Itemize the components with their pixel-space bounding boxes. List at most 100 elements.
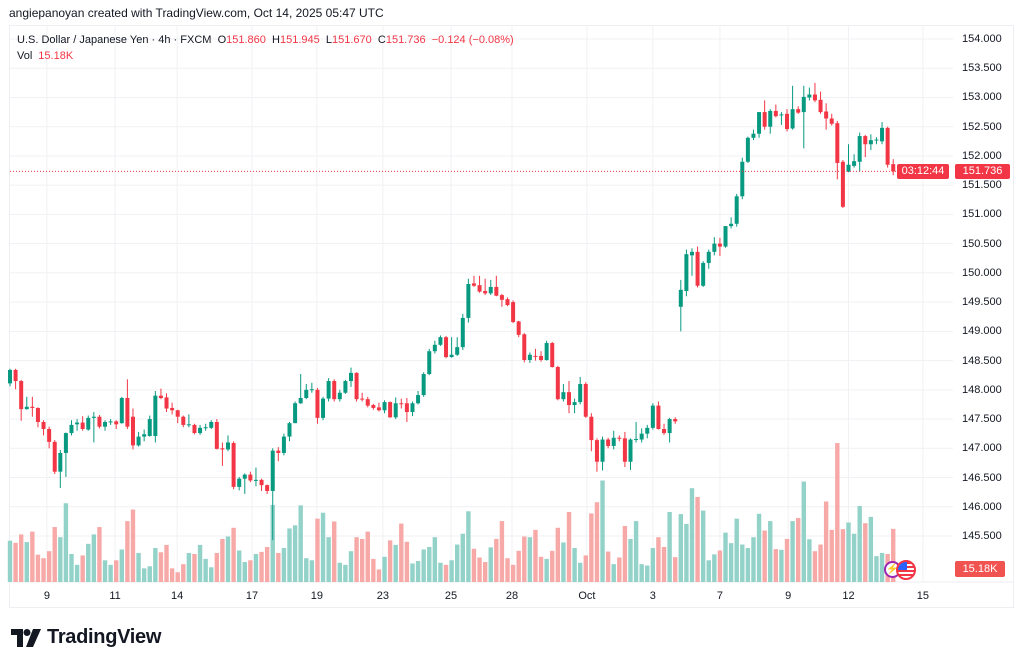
candle [829,113,834,126]
candle-body [477,285,482,292]
candle [97,414,102,429]
candle [41,420,46,436]
candle [494,275,499,297]
candle-body [717,243,722,247]
volume-bar [158,552,164,582]
candle [835,120,840,180]
volume-bar [309,560,315,582]
volume-bar [751,537,756,582]
volume-bar [393,544,398,582]
candle-body [740,161,745,197]
volume-bar [477,557,482,582]
candle-body [706,251,711,263]
candle [181,415,186,428]
volume-label: Vol [17,50,33,62]
candle [555,365,560,401]
candle-body [58,452,63,472]
candle-body [203,427,208,429]
volume-bar [628,538,633,582]
time-tick-label: 19 [310,590,324,602]
last-price-value: 151.736 [962,165,1003,177]
volume-bar [438,562,443,582]
volume-bar [320,512,326,582]
volume-bar [466,511,471,582]
candle-body [192,424,197,434]
volume-bar [130,509,136,582]
price-tick-label: 147.000 [962,442,1002,455]
candle-body [594,440,599,462]
candle [343,379,348,394]
candle-body [209,421,214,428]
high-label: H [272,34,280,46]
candle-body [734,196,739,224]
candle-body [846,164,851,172]
time-tick-label: 25 [444,590,458,602]
volume-bar [147,566,152,582]
candle-body [611,437,616,446]
time-tick-label: 7 [716,590,723,602]
us-flag-event-icon[interactable] [896,560,916,580]
candle [242,473,247,494]
tradingview-logo[interactable]: TradingView [11,626,161,649]
candle [265,484,270,494]
candle [874,137,879,145]
candle-body [136,436,141,446]
candle [662,423,667,435]
low-label: L [325,34,332,46]
candle [248,471,253,483]
price-tick-label: 149.000 [962,325,1002,338]
candle-body [678,289,683,307]
volume-bar [835,443,840,582]
candle-body [343,381,348,393]
candle [757,112,762,138]
candle-body [220,448,225,450]
volume-bar [851,533,857,582]
volume-bar [404,541,410,582]
candle [785,109,790,132]
volume-bar [410,563,415,582]
candle [365,396,370,408]
volume-bar [773,549,779,582]
candle-body [561,392,566,400]
candle [404,398,409,422]
volume-bar [879,552,885,582]
volume-bar [13,542,18,582]
volume-bar [175,572,180,582]
candle [572,398,577,414]
volume-bar [315,518,320,582]
volume-bar [779,549,784,582]
candle-body [410,403,415,413]
candle-body [376,407,381,411]
time-tick-label: 15 [916,590,929,602]
volume-bar [326,537,331,582]
candle-body [130,416,135,446]
volume-badge: 15.18K [955,561,1005,577]
volume-bar [533,529,538,582]
candle-body [650,405,655,428]
candle-body [773,110,778,117]
volume-bar [695,496,700,582]
volume-bar [745,548,751,582]
price-tick-label: 154.000 [962,33,1002,45]
candle-body [52,441,57,472]
candle-body [768,110,773,127]
volume-bar [577,562,583,582]
candle [175,409,180,424]
candle [600,436,605,471]
high-value: 151.945 [279,34,320,46]
volume-bar [153,548,158,582]
volume-bar [242,562,247,582]
volume-bar [276,552,281,582]
candle-body [91,416,96,418]
candle [622,431,627,468]
candle-body [13,369,18,382]
volume-bar [421,549,426,582]
candle-body [214,421,219,449]
candle-body [606,439,611,446]
candle [891,159,896,176]
candle-body [617,437,622,439]
volume-bar [108,564,113,582]
candle [47,426,52,449]
candle-body [885,127,890,165]
